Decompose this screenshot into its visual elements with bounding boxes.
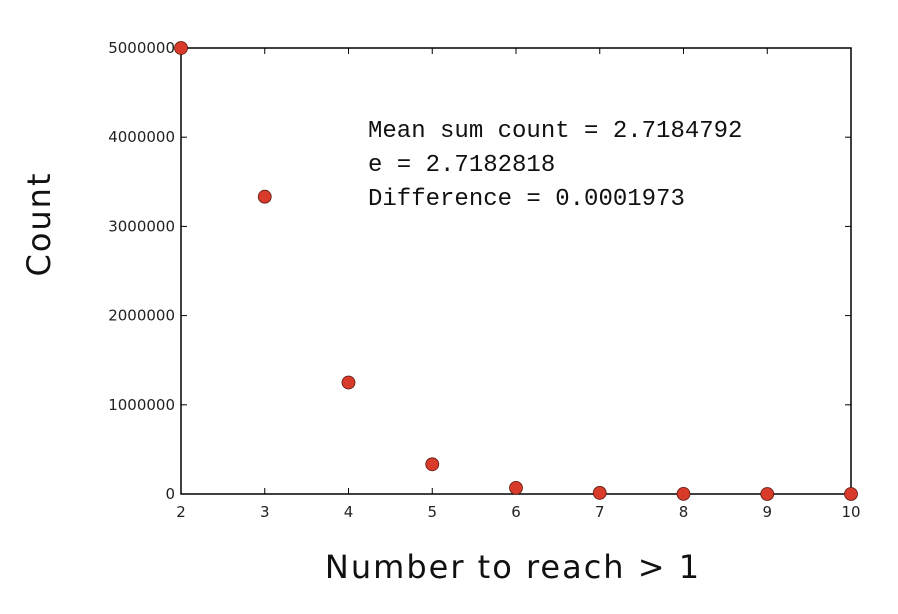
y-axis-label: Count xyxy=(20,171,58,276)
y-tick-label: 0 xyxy=(165,485,175,503)
x-tick-label: 2 xyxy=(176,503,186,521)
y-tick-label: 3000000 xyxy=(108,217,175,235)
y-tick-label: 2000000 xyxy=(108,307,175,325)
data-point xyxy=(257,189,272,204)
data-point xyxy=(592,486,607,500)
data-point xyxy=(676,486,691,501)
data-point xyxy=(760,487,775,501)
x-tick-label: 5 xyxy=(427,503,437,521)
x-tick-label: 8 xyxy=(679,503,689,521)
axis-ticks: 2 3 4 5 6 7 8 9 10 0 1000000 2000000 3000000 4000000 5… xyxy=(108,39,860,521)
data-points xyxy=(174,41,858,501)
x-tick-label: 7 xyxy=(595,503,605,521)
x-axis-label: Number to reach > 1 xyxy=(325,548,701,586)
data-point xyxy=(425,457,440,472)
annotation-line: e = 2.7182818 xyxy=(368,152,555,179)
x-tick-label: 4 xyxy=(344,503,354,521)
data-point xyxy=(341,375,356,390)
data-point xyxy=(509,480,523,495)
x-tick-label: 10 xyxy=(841,503,860,521)
y-tick-label: 5000000 xyxy=(108,39,175,57)
data-point xyxy=(844,487,858,501)
x-tick-label: 6 xyxy=(511,503,521,521)
y-tick-label: 4000000 xyxy=(108,128,175,146)
plot-area xyxy=(180,47,852,495)
x-tick-label: 9 xyxy=(762,503,772,521)
x-tick-label: 3 xyxy=(260,503,270,521)
annotation-line: Mean sum count = 2.7184792 xyxy=(368,118,742,145)
data-point xyxy=(174,41,188,55)
annotation-line: Difference = 0.0001973 xyxy=(368,186,685,213)
y-tick-label: 1000000 xyxy=(108,396,175,414)
annotation-block: Mean sum count = 2.7184792 e = 2.7182818 D… xyxy=(368,118,742,213)
